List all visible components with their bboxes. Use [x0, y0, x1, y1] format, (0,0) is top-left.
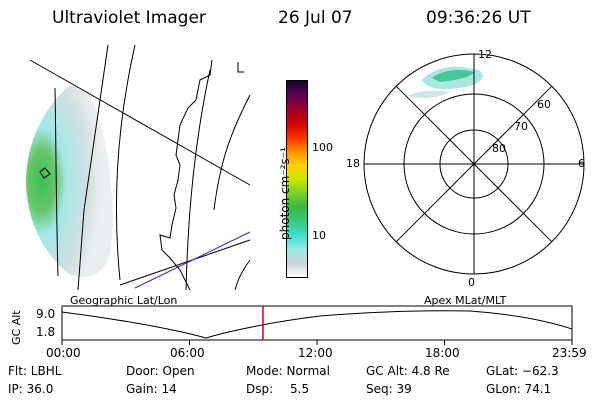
mlt-label-18: 18	[346, 157, 360, 170]
polar-panel-label: Apex MLat/MLT	[424, 294, 507, 307]
mlat-label-60: 60	[537, 98, 551, 111]
geographic-panel-label: Geographic Lat/Lon	[70, 294, 178, 307]
colorbar-tick-10: 10	[312, 229, 326, 242]
mlt-label-0: 0	[468, 276, 475, 289]
status-gc-alt: GC Alt: 4.8 Re	[366, 364, 450, 378]
status-dsp-label: Dsp:	[246, 382, 274, 396]
orbit-ytick-min: 1.8	[36, 325, 56, 339]
orbit-xtick-1200: 12:00	[298, 346, 333, 360]
status-mode: Mode: Normal	[246, 364, 330, 378]
date-label: 26 Jul 07	[278, 8, 353, 28]
orbit-xtick-0600: 06:00	[170, 346, 205, 360]
colorbar	[286, 80, 308, 278]
mlat-label-70: 70	[514, 120, 528, 133]
status-glat: GLat: −62.3	[486, 364, 559, 378]
status-door: Door: Open	[126, 364, 195, 378]
colorbar-tick-100: 100	[312, 141, 333, 154]
status-seq: Seq: 39	[366, 382, 412, 396]
orbit-ylabel: GC Alt	[10, 310, 23, 345]
mlt-label-6: 6	[578, 157, 585, 170]
orbit-altitude-curve	[61, 310, 573, 339]
mlat-label-80: 80	[492, 142, 506, 155]
time-label: 09:36:26 UT	[426, 8, 531, 28]
orbit-xtick-1800: 18:00	[425, 346, 460, 360]
status-gain: Gain: 14	[126, 382, 177, 396]
coastline	[39, 59, 244, 290]
status-filter: Flt: LBHL	[8, 364, 62, 378]
orbit-xtick-2359: 23:59	[552, 346, 587, 360]
colorbar-gradient	[287, 81, 307, 277]
orbit-ytick-max: 9.0	[36, 307, 56, 321]
status-dsp-value: 5.5	[290, 382, 310, 396]
status-glon: GLon: 74.1	[486, 382, 552, 396]
status-ip: IP: 36.0	[8, 382, 54, 396]
aurora-image-geo	[25, 85, 113, 277]
instrument-title: Ultraviolet Imager	[52, 8, 206, 28]
orbit-xtick-0000: 00:00	[46, 346, 81, 360]
mlt-label-12: 12	[478, 48, 492, 61]
